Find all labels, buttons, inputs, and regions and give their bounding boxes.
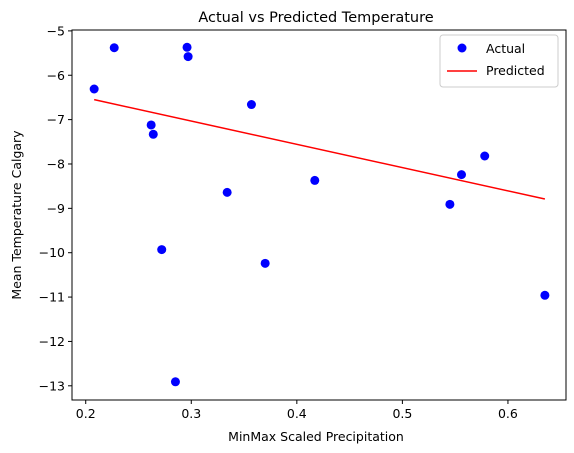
x-tick-label-2: 0.3 <box>181 406 201 421</box>
y-tick-label-7: −7 <box>47 112 65 127</box>
legend: Actual Predicted <box>439 34 559 88</box>
x-tick-label-3: 0.4 <box>287 406 307 421</box>
axes: 0.2 0.3 0.4 0.5 0.6 −13 −12 −11 −10 −9 −8 −7 −6 −5 <box>39 23 567 421</box>
y-tick-label-3: −11 <box>39 290 65 305</box>
actual-point-1 <box>89 84 99 94</box>
y-tick-label-4: −10 <box>39 245 65 260</box>
plot-frame <box>71 29 567 401</box>
legend-actual-marker <box>457 43 467 53</box>
actual-point-16 <box>540 290 550 300</box>
predicted-line <box>94 98 546 200</box>
actual-point-14 <box>457 170 466 180</box>
actual-point-10 <box>246 100 256 110</box>
actual-point-7 <box>182 42 192 52</box>
actual-point-8 <box>183 52 193 62</box>
actual-point-4 <box>148 129 158 139</box>
y-tick-label-5: −9 <box>47 201 65 216</box>
actual-point-5 <box>157 245 167 255</box>
y-tick-label-2: −12 <box>39 334 65 349</box>
y-tick-label-8: −6 <box>47 68 65 83</box>
legend-box <box>439 34 559 88</box>
chart-title: Actual vs Predicted Temperature <box>198 10 433 26</box>
y-tick-label-1: −13 <box>39 378 65 393</box>
x-tick-label-1: 0.2 <box>76 406 96 421</box>
actual-point-2 <box>109 43 119 53</box>
actual-point-3 <box>146 120 156 130</box>
legend-actual-label: Actual <box>486 41 525 56</box>
x-axis-label: MinMax Scaled Precipitation <box>228 429 404 444</box>
plot-marks <box>89 42 550 387</box>
legend-predicted-label: Predicted <box>486 63 545 78</box>
actual-point-15 <box>480 151 490 161</box>
actual-point-12 <box>310 175 320 185</box>
y-tick-label-6: −8 <box>47 156 65 171</box>
actual-point-11 <box>260 258 270 268</box>
x-tick-label-4: 0.5 <box>392 406 412 421</box>
actual-point-6 <box>170 377 180 387</box>
actual-point-9 <box>222 187 232 197</box>
x-tick-label-5: 0.6 <box>498 406 518 421</box>
y-tick-label-9: −5 <box>47 23 65 38</box>
y-axis-label: Mean Temperature Calgary <box>9 130 24 300</box>
actual-point-13 <box>445 199 455 209</box>
